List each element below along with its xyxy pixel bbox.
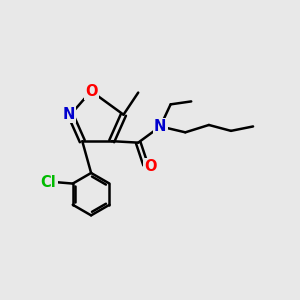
Text: Cl: Cl [41,175,56,190]
Text: N: N [154,119,167,134]
Text: O: O [144,159,156,174]
Text: O: O [85,84,98,99]
Text: N: N [63,107,75,122]
